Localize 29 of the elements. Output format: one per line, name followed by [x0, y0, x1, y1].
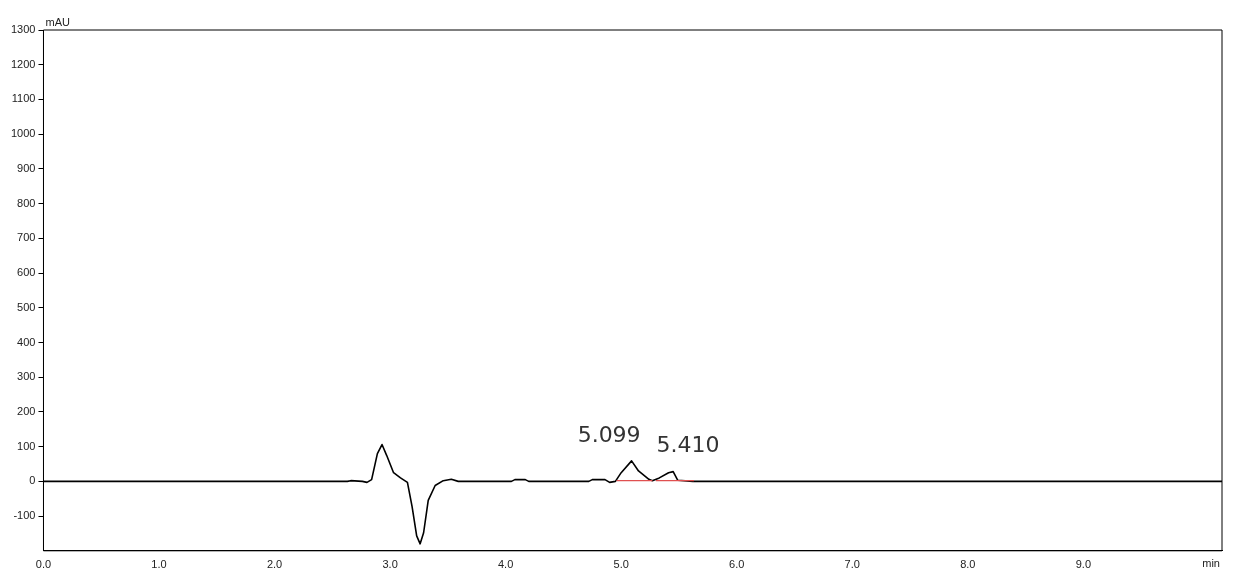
x-tick-label: 8.0	[960, 558, 976, 571]
y-tick-label: 0	[29, 474, 36, 487]
x-tick-label: 2.0	[266, 558, 283, 571]
x-tick-label: 5.0	[613, 558, 629, 571]
x-tick-label: 9.0	[1075, 558, 1091, 571]
annotation: 5.410	[656, 432, 720, 458]
y-tick-label: 500	[17, 300, 36, 313]
annotation: 5.099	[577, 421, 641, 447]
x-tick-label: 4.0	[497, 558, 514, 571]
y-axis-title: mAU	[45, 15, 70, 28]
y-tick-label: 300	[17, 370, 36, 383]
x-tick-label: 6.0	[729, 558, 745, 571]
y-tick-label: 900	[17, 161, 36, 174]
y-tick-label: 400	[17, 335, 36, 348]
x-axis-title: min	[1202, 557, 1220, 570]
x-tick-label: 3.0	[382, 558, 398, 571]
y-tick-label: 1200	[10, 57, 36, 70]
x-tick-label: 0.0	[35, 558, 52, 571]
x-tick-label: 7.0	[844, 558, 860, 571]
y-tick-label: -100	[13, 509, 36, 522]
y-tick-label: 100	[17, 439, 36, 452]
y-tick-label: 1300	[10, 23, 36, 36]
y-tick-label: 600	[17, 266, 36, 279]
y-tick-label: 200	[17, 404, 36, 417]
x-tick-label: 1.0	[151, 558, 167, 571]
y-tick-label: 700	[17, 231, 36, 244]
y-tick-label: 800	[17, 196, 36, 209]
y-tick-label: 1100	[11, 92, 36, 105]
y-tick-label: 1000	[10, 127, 36, 140]
